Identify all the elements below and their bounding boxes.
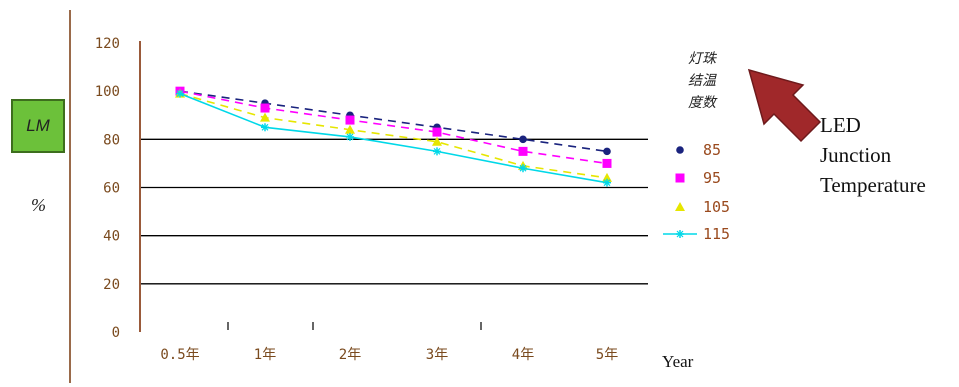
legend-label-105: 105	[703, 198, 730, 216]
x-tick-label-0: 0.5年	[160, 347, 199, 363]
annotation-arrow-shape	[747, 68, 822, 143]
data-point-115-1	[261, 123, 269, 132]
data-point-115-2	[346, 132, 354, 141]
legend-title-1: 结温	[688, 73, 717, 89]
legend-label-115: 115	[703, 225, 730, 243]
annotation-line-2: Junction	[820, 143, 892, 167]
data-point-95-1	[260, 103, 270, 113]
data-point-95-4	[518, 146, 528, 156]
x-tick-label-5: 5年	[596, 347, 618, 363]
y-axis-label-lm: LM	[11, 99, 65, 153]
annotation-line-1: LED	[820, 113, 861, 137]
y-tick-label-20: 20	[103, 277, 120, 293]
data-point-115-2-d2	[346, 133, 354, 141]
x-tick-label-1: 1年	[254, 347, 276, 363]
x-tick-label-4: 4年	[512, 347, 534, 363]
legend-label-95: 95	[703, 169, 721, 187]
legend-title-0: 灯珠	[688, 51, 718, 67]
data-point-85-5	[603, 147, 611, 156]
data-point-115-1-d2	[261, 123, 269, 131]
annotation-arrow	[747, 68, 822, 143]
y-tick-label-100: 100	[95, 84, 120, 100]
data-point-115-3	[433, 147, 441, 156]
series-line-95	[179, 90, 608, 165]
y-axis-label-percent: %	[31, 195, 46, 215]
data-point-115-5	[603, 178, 611, 187]
y-tick-label-80: 80	[103, 132, 120, 148]
y-axis-label-lm-text: LM	[26, 116, 50, 135]
y-tick-label-120: 120	[95, 36, 120, 52]
data-point-95-5	[602, 158, 612, 168]
data-point-115-0-d2	[176, 90, 184, 97]
legend-marker-115	[676, 230, 684, 238]
legend-title-2: 度数	[688, 95, 718, 111]
series-line-115	[179, 92, 608, 184]
data-point-115-5-d2	[603, 179, 611, 187]
left-border-rule	[69, 10, 71, 383]
data-point-115-3-d2	[433, 147, 441, 155]
legend-marker-115-d2	[676, 230, 684, 238]
junction-temperature-annotation: LED Junction Temperature	[820, 110, 926, 200]
legend-marker-85	[676, 146, 684, 154]
legend-marker-105	[675, 202, 685, 211]
data-point-95-2	[345, 115, 355, 125]
data-point-105-2	[345, 124, 355, 134]
data-point-115-4-d2	[519, 164, 527, 172]
legend-label-85: 85	[703, 141, 721, 159]
x-tick-label-2: 2年	[339, 347, 361, 363]
x-tick-label-3: 3年	[426, 347, 448, 363]
data-point-105-3	[432, 136, 442, 146]
y-tick-label-0: 0	[112, 325, 120, 341]
series-line-105	[179, 92, 608, 179]
annotation-line-3: Temperature	[820, 173, 926, 197]
legend-marker-95	[675, 173, 685, 183]
data-point-95-3	[432, 127, 442, 137]
data-point-85-4	[519, 135, 527, 144]
x-axis-unit-year: Year	[662, 352, 694, 371]
y-tick-label-40: 40	[103, 229, 120, 245]
data-point-115-0	[176, 89, 184, 98]
series-line-85	[179, 90, 608, 153]
data-point-105-1	[260, 112, 270, 122]
y-tick-label-60: 60	[103, 181, 120, 197]
data-point-115-4	[519, 164, 527, 173]
